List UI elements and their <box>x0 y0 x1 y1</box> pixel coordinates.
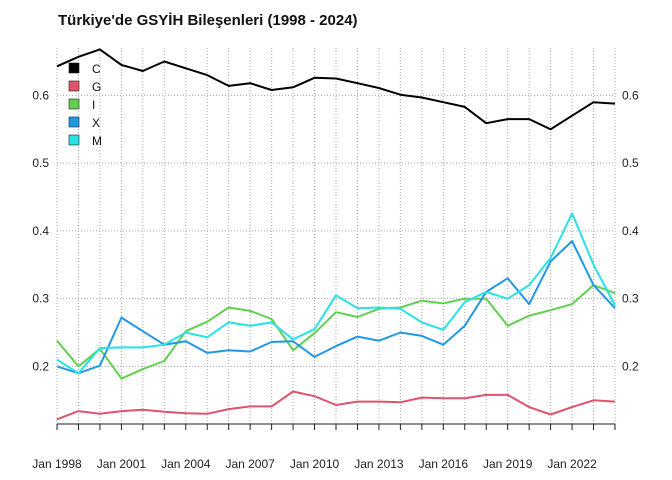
y-axis-left: 0.2 0.3 0.4 0.5 0.6 <box>32 88 49 373</box>
series-lines <box>56 48 616 421</box>
legend-swatch-g <box>68 80 80 92</box>
y-tick-label-right: 0.2 <box>622 359 639 373</box>
legend-label-m: M <box>92 134 102 148</box>
legend-label-g: G <box>92 80 101 94</box>
y-tick-label-left: 0.6 <box>32 88 49 102</box>
legend-swatch-i <box>68 98 80 110</box>
y-tick-label-right: 0.6 <box>622 88 639 102</box>
x-tick-label: Jan 2013 <box>354 457 404 471</box>
x-tick-label: Jan 2010 <box>290 457 340 471</box>
chart-title: Türkiye'de GSYİH Bileşenleri (1998 - 202… <box>58 12 358 29</box>
legend-label-x: X <box>92 116 100 130</box>
legend-label-i: I <box>92 98 95 112</box>
x-tick-label: Jan 1998 <box>32 457 82 471</box>
x-tick-label: Jan 2001 <box>97 457 147 471</box>
series-line-x <box>56 240 616 375</box>
y-tick-label-left: 0.2 <box>32 359 49 373</box>
y-axis-right: 0.2 0.3 0.4 0.5 0.6 <box>622 88 639 373</box>
legend-swatch-m <box>68 134 80 146</box>
series-line-m <box>56 212 616 375</box>
series-line-c <box>56 48 616 131</box>
grid <box>56 48 616 424</box>
legend-label-c: C <box>92 62 101 76</box>
series-line-g <box>56 390 616 421</box>
y-tick-label-left: 0.5 <box>32 156 49 170</box>
y-tick-label-right: 0.4 <box>622 224 639 238</box>
y-tick-label-right: 0.3 <box>622 292 639 306</box>
x-axis: Jan 1998 Jan 2001 Jan 2004 Jan 2007 Jan 2010… <box>32 423 616 471</box>
y-tick-label-left: 0.3 <box>32 292 49 306</box>
x-tick-label: Jan 2007 <box>225 457 275 471</box>
x-tick-label: Jan 2004 <box>161 457 211 471</box>
series-line-i <box>56 284 616 380</box>
legend-swatch-x <box>68 116 80 128</box>
y-tick-label-left: 0.4 <box>32 224 49 238</box>
y-tick-label-right: 0.5 <box>622 156 639 170</box>
x-tick-label: Jan 2022 <box>547 457 597 471</box>
legend-swatch-c <box>68 62 80 74</box>
x-tick-label: Jan 2016 <box>419 457 469 471</box>
x-tick-label: Jan 2019 <box>483 457 533 471</box>
